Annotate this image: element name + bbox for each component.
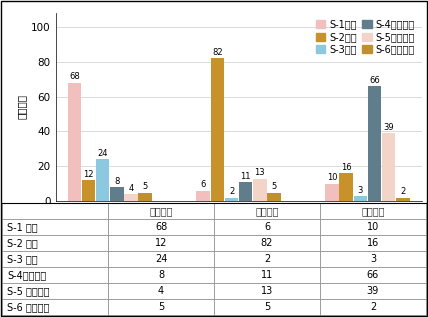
Bar xyxy=(124,194,138,201)
Bar xyxy=(368,86,381,201)
Bar xyxy=(225,198,238,201)
Text: 8: 8 xyxy=(114,177,119,186)
Bar xyxy=(382,133,395,201)
Text: 82: 82 xyxy=(212,48,223,57)
Bar xyxy=(82,180,95,201)
Bar xyxy=(139,192,152,201)
Text: 2: 2 xyxy=(400,187,405,197)
Text: 16: 16 xyxy=(341,163,351,172)
Text: 10: 10 xyxy=(327,173,337,183)
Text: 11: 11 xyxy=(241,172,251,181)
Bar xyxy=(68,82,81,201)
Bar xyxy=(96,159,110,201)
Bar xyxy=(325,184,339,201)
Bar xyxy=(211,58,224,201)
Y-axis label: 选题码数: 选题码数 xyxy=(17,94,27,120)
Text: 12: 12 xyxy=(83,170,94,179)
Text: 24: 24 xyxy=(98,149,108,158)
Text: 13: 13 xyxy=(255,168,265,177)
Text: 6: 6 xyxy=(200,180,206,190)
Bar xyxy=(396,198,410,201)
Text: 4: 4 xyxy=(128,184,134,193)
Text: 66: 66 xyxy=(369,76,380,85)
Bar xyxy=(268,192,281,201)
Bar xyxy=(339,173,353,201)
Bar xyxy=(354,196,367,201)
Legend: S-1物理, S-2生物, S-3化学, S-4地理科学, S-5空间科学, S-6生物化学: S-1物理, S-2生物, S-3化学, S-4地理科学, S-5空间科学, S… xyxy=(314,17,417,56)
Text: 5: 5 xyxy=(143,182,148,191)
Text: 68: 68 xyxy=(69,72,80,81)
Text: 3: 3 xyxy=(358,186,363,195)
Bar xyxy=(196,191,210,201)
Text: 2: 2 xyxy=(229,187,234,197)
Text: 39: 39 xyxy=(383,123,394,132)
Text: 5: 5 xyxy=(271,182,276,191)
Bar xyxy=(253,178,267,201)
Bar xyxy=(110,187,124,201)
Bar xyxy=(239,182,253,201)
